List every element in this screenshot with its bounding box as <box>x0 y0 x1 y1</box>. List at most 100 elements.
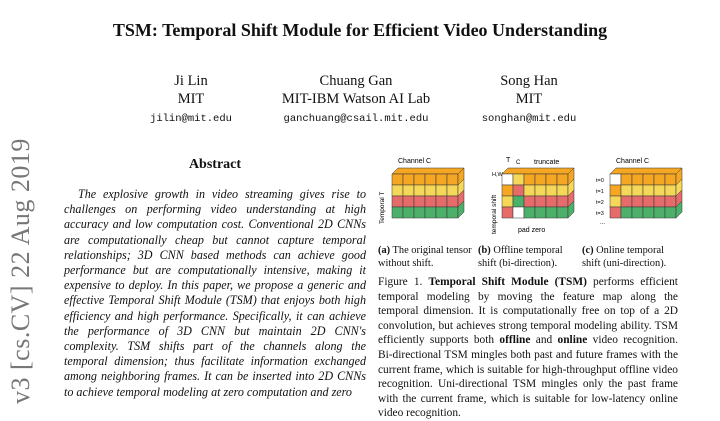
tensor-cell <box>556 184 569 197</box>
tensor-cell <box>413 206 426 219</box>
caption-text-2: video recognition. Bi-directional TSM mi… <box>378 334 678 420</box>
tensor-cell <box>534 184 547 197</box>
caption-online: online <box>557 334 588 347</box>
time-dots: ... <box>600 220 605 226</box>
tensor-original <box>391 167 465 219</box>
tensor-cell <box>609 184 622 197</box>
author-1: Ji Lin MIT jilin@mit.edu <box>71 72 311 128</box>
time-label: t=2 <box>596 200 604 206</box>
tensor-cell <box>545 184 558 197</box>
tensor-cell <box>501 173 514 186</box>
tensor-cell <box>435 195 448 208</box>
tensor-cell <box>523 206 536 219</box>
subcaption-text: The original tensor without shift. <box>378 245 472 269</box>
tensor-cell <box>402 173 415 186</box>
tensor-cell <box>653 173 666 186</box>
tsm-figure: Channel C Temporal T T H,W C truncate te… <box>379 157 683 234</box>
tensor-bidirectional <box>501 167 575 219</box>
caption-label: Figure 1. <box>378 276 423 288</box>
label-channel-a: Channel C <box>398 158 431 165</box>
tensor-cell <box>501 195 514 208</box>
label-channel-c: Channel C <box>616 158 649 165</box>
tensor-cell <box>664 195 677 208</box>
tensor-cell <box>664 173 677 186</box>
tensor-top-face <box>391 167 465 175</box>
tensor-cell <box>556 195 569 208</box>
tensor-cell <box>534 195 547 208</box>
label-temporal-shift: temporal shift <box>491 195 498 234</box>
tensor-cell <box>512 206 525 219</box>
subcaption-a: (a) The original tensor without shift. <box>378 244 474 270</box>
author-affiliation: MIT <box>515 91 543 107</box>
subcaption-tag: (a) <box>378 245 391 256</box>
tensor-cell <box>664 184 677 197</box>
tensor-top-face <box>501 167 575 175</box>
tensor-cell <box>413 184 426 197</box>
arxiv-stamp: v3 [cs.CV] 22 Aug 2019 <box>6 138 35 404</box>
author-affiliation: MIT-IBM Watson AI Lab <box>281 91 431 107</box>
tensor-cell <box>609 206 622 219</box>
tensor-side-face <box>675 200 683 219</box>
tensor-cell <box>435 206 448 219</box>
tensor-cell <box>501 184 514 197</box>
author-name: Song Han <box>500 73 558 89</box>
tensor-cell <box>512 173 525 186</box>
author-3: Song Han MIT songhan@mit.edu <box>409 72 649 128</box>
tensor-top-face <box>609 167 683 175</box>
tensor-cell <box>620 173 633 186</box>
tensor-cell <box>609 173 622 186</box>
tensor-cell <box>402 206 415 219</box>
tensor-cell <box>642 206 655 219</box>
label-pad-zero: pad zero <box>518 227 545 234</box>
tensor-cell <box>642 173 655 186</box>
subcaption-c: (c) Online temporal shift (uni-direction… <box>582 244 682 270</box>
tensor-cell <box>391 195 404 208</box>
tensor-cell <box>424 195 437 208</box>
tensor-cell <box>609 195 622 208</box>
tensor-cell <box>512 195 525 208</box>
paper-title: TSM: Temporal Shift Module for Efficient… <box>112 20 608 40</box>
tensor-cell <box>653 206 666 219</box>
tensor-cell <box>446 206 459 219</box>
tensor-cell <box>664 206 677 219</box>
author-email: ganchuang@csail.mit.edu <box>283 113 429 125</box>
tensor-cell <box>653 184 666 197</box>
tensor-cell <box>446 184 459 197</box>
caption-text-1: performs efficient temporal modeling by … <box>378 276 678 347</box>
tensor-cell <box>512 184 525 197</box>
tensor-cell <box>620 195 633 208</box>
author-email: songhan@mit.edu <box>481 113 577 125</box>
caption-bold: Temporal Shift Module (TSM) <box>428 276 587 288</box>
subcaption-tag: (b) <box>478 245 491 256</box>
time-label: t=3 <box>596 211 604 217</box>
tensor-cell <box>501 206 514 219</box>
tensor-cell <box>642 184 655 197</box>
time-labels: t=0 t=1 t=2 t=3... <box>596 178 605 226</box>
tensor-cell <box>631 184 644 197</box>
tensor-unidirectional <box>609 167 683 219</box>
tensor-cell <box>642 195 655 208</box>
tensor-cell <box>620 206 633 219</box>
tensor-cell <box>424 184 437 197</box>
abstract-heading: Abstract <box>188 157 242 172</box>
tensor-cell <box>545 206 558 219</box>
caption-and: and <box>530 334 558 347</box>
tensor-cell <box>391 173 404 186</box>
tensor-cell <box>446 173 459 186</box>
tensor-cell <box>620 184 633 197</box>
axis-C: C <box>516 160 521 166</box>
tensor-cell <box>534 206 547 219</box>
subcaption-text: Online temporal shift (uni-direction). <box>582 245 667 269</box>
tensor-cell <box>653 195 666 208</box>
tensor-cell <box>391 206 404 219</box>
author-name: Ji Lin <box>174 73 208 89</box>
abstract-paragraph: The explosive growth in video streaming … <box>64 187 366 399</box>
subcaption-b: (b) Offline temporal shift (bi-direction… <box>478 244 576 270</box>
author-email: jilin@mit.edu <box>150 113 232 125</box>
tensor-cell <box>556 206 569 219</box>
tensor-side-face <box>567 200 575 219</box>
tensor-cell <box>402 184 415 197</box>
author-2: Chuang Gan MIT-IBM Watson AI Lab ganchua… <box>236 72 476 128</box>
tensor-cell <box>545 195 558 208</box>
tensor-cell <box>556 173 569 186</box>
